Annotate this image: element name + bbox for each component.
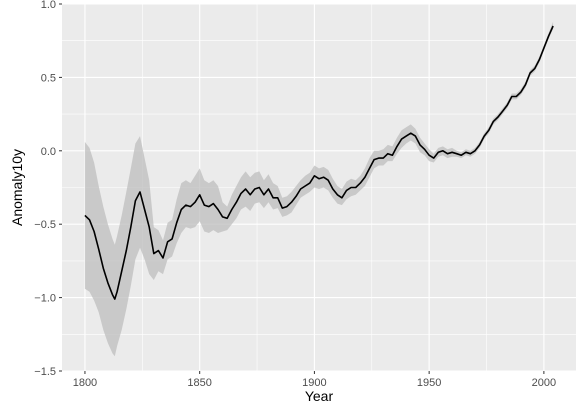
x-tick-label: 1850 [187,377,211,389]
y-tick-label: −0.5 [34,219,56,231]
x-tick-label: 1800 [73,377,97,389]
x-axis: 1800 1850 1900 1950 2000 [73,371,556,389]
y-tick-label: −1.0 [34,293,56,305]
y-tick-label: 1.0 [41,0,56,11]
y-tick-label: 0.5 [41,72,56,84]
confidence-ribbon [84,21,554,357]
y-tick-label: 0.0 [41,146,56,158]
x-tick-label: 1900 [302,377,326,389]
x-tick-label: 1950 [417,377,441,389]
y-axis-title: Anomaly10y [9,149,25,226]
x-tick-label: 2000 [532,377,556,389]
y-tick-label: −1.5 [34,366,56,378]
anomaly-line [84,25,554,300]
x-axis-title: Year [305,388,334,404]
y-axis: −1.5 −1.0 −0.5 0.0 0.5 1.0 [34,0,62,378]
